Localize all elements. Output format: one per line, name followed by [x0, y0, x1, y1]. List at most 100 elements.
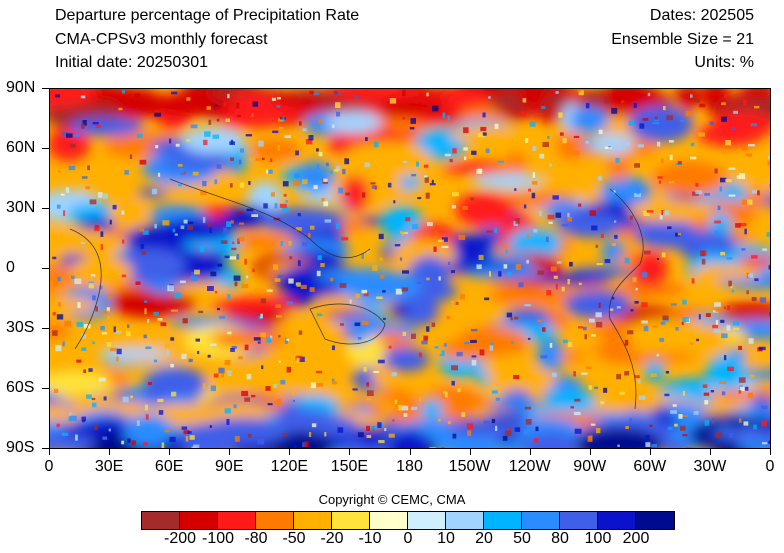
field-speckle [721, 333, 728, 339]
field-speckle [114, 330, 122, 334]
field-speckle [541, 106, 546, 110]
field-blob [508, 228, 562, 259]
field-speckle [74, 278, 82, 284]
field-blob [50, 89, 98, 108]
field-speckle [275, 304, 281, 309]
field-speckle [116, 356, 119, 362]
field-speckle [477, 168, 483, 173]
field-speckle [379, 257, 384, 261]
field-speckle [424, 175, 428, 178]
field-speckle [721, 116, 727, 122]
field-speckle [376, 296, 383, 299]
field-speckle [216, 164, 222, 169]
field-speckle [680, 425, 686, 431]
field-blob [455, 191, 515, 228]
field-speckle [60, 193, 65, 196]
field-speckle [183, 430, 190, 435]
field-speckle [666, 115, 673, 121]
field-speckle [284, 135, 291, 138]
field-speckle [538, 153, 545, 159]
field-speckle [753, 424, 757, 430]
field-speckle [712, 324, 718, 329]
field-speckle [720, 251, 726, 256]
field-speckle [659, 337, 665, 342]
field-speckle [183, 219, 188, 224]
model-name: CMA-CPSv3 monthly forecast [55, 31, 268, 48]
field-speckle [758, 346, 766, 351]
field-speckle [224, 255, 230, 259]
field-speckle [166, 350, 169, 356]
field-speckle [121, 210, 125, 215]
field-speckle [233, 275, 241, 281]
field-speckle [285, 200, 288, 203]
field-speckle [426, 326, 430, 332]
x-tick-label: 120E [270, 458, 309, 475]
field-speckle [282, 433, 288, 437]
field-speckle [669, 154, 673, 161]
field-speckle [185, 435, 189, 442]
field-speckle [321, 198, 325, 202]
field-speckle [693, 411, 699, 415]
field-speckle [584, 334, 587, 340]
field-speckle [366, 338, 373, 342]
coastline-asia [169, 178, 371, 258]
field-speckle [82, 120, 87, 126]
field-speckle [304, 441, 309, 448]
field-speckle [667, 226, 672, 230]
field-speckle [656, 353, 660, 357]
field-blob [173, 281, 228, 297]
field-speckle [399, 257, 403, 261]
field-speckle [515, 264, 521, 270]
field-speckle [57, 302, 62, 307]
field-speckle [494, 227, 497, 233]
field-speckle [167, 285, 174, 292]
chart-title: Departure percentage of Precipitation Ra… [55, 7, 360, 24]
field-speckle [479, 349, 485, 356]
field-speckle [147, 318, 150, 323]
field-speckle [268, 169, 273, 174]
field-speckle [223, 227, 228, 233]
field-speckle [426, 277, 430, 281]
x-tick-label: 30E [94, 458, 124, 475]
field-blob [341, 175, 370, 212]
field-speckle [112, 204, 117, 210]
field-speckle [448, 261, 451, 266]
field-speckle [418, 396, 422, 402]
field-speckle [720, 319, 725, 323]
field-speckle [56, 204, 61, 209]
field-speckle [598, 129, 603, 135]
field-blob [399, 172, 421, 192]
field-speckle [540, 355, 548, 359]
field-speckle [377, 359, 385, 364]
field-speckle [313, 185, 318, 190]
field-speckle [284, 340, 288, 344]
field-speckle [160, 322, 167, 327]
field-speckle [392, 419, 395, 422]
field-speckle [732, 321, 740, 326]
field-speckle [421, 340, 428, 345]
field-blob [689, 423, 727, 448]
field-speckle [294, 173, 300, 178]
field-blob [50, 127, 90, 162]
field-speckle [587, 436, 593, 442]
field-speckle [652, 122, 660, 125]
field-speckle [238, 236, 245, 242]
field-speckle [224, 408, 231, 414]
field-speckle [495, 397, 500, 401]
field-speckle [241, 390, 249, 397]
field-speckle [100, 325, 105, 331]
field-speckle [393, 200, 396, 204]
field-speckle [198, 310, 204, 314]
field-speckle [535, 426, 539, 432]
field-speckle [335, 165, 341, 172]
field-speckle [660, 321, 666, 325]
field-speckle [598, 175, 603, 181]
field-speckle [118, 107, 123, 111]
field-speckle [470, 339, 477, 343]
field-speckle [210, 385, 216, 392]
field-speckle [661, 252, 666, 258]
field-blob [60, 233, 128, 256]
field-speckle [594, 386, 598, 389]
field-speckle [410, 406, 418, 411]
colorbar-swatch [408, 512, 446, 529]
